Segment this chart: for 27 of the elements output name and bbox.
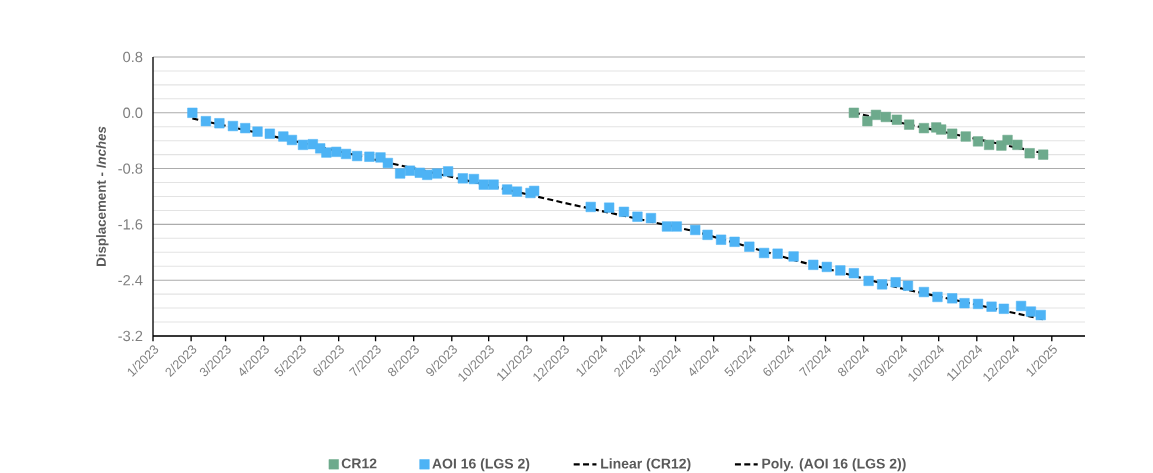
point bbox=[936, 124, 947, 135]
point bbox=[1002, 134, 1013, 146]
point bbox=[972, 136, 984, 147]
point bbox=[960, 131, 971, 142]
y-tick-label: -0.8 bbox=[118, 163, 143, 174]
legend-label: AOI 16 (LGS 2) bbox=[432, 458, 530, 472]
legend-label: Linear (CR12) bbox=[601, 458, 691, 472]
point bbox=[918, 123, 929, 134]
point bbox=[891, 114, 902, 125]
legend-label: Poly. (AOI 16 (LGS 2)) bbox=[762, 458, 906, 472]
point bbox=[904, 119, 915, 130]
y-tick-label: -3.2 bbox=[118, 330, 143, 342]
point bbox=[870, 109, 882, 120]
y-tick-label: 0.8 bbox=[123, 51, 143, 63]
point bbox=[984, 139, 995, 150]
y-tick-label: -2.4 bbox=[118, 275, 143, 286]
point bbox=[947, 128, 958, 139]
point bbox=[1012, 139, 1023, 150]
point bbox=[880, 111, 891, 123]
y-tick-label: -1.6 bbox=[118, 219, 143, 230]
point bbox=[848, 107, 859, 118]
y-axis-title: Displacement - Inches bbox=[96, 126, 109, 266]
point bbox=[1024, 148, 1035, 159]
point bbox=[862, 116, 873, 127]
legend-label: CR12 bbox=[341, 458, 377, 469]
y-tick-label: 0.0 bbox=[123, 107, 143, 118]
point bbox=[1038, 149, 1049, 160]
